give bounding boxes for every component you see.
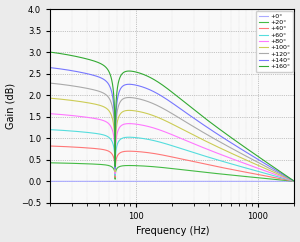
Legend: +0°, +20°, +40°, +60°, +80°, +100°, +120°, +140°, +160°: +0°, +20°, +40°, +60°, +80°, +100°, +120…	[256, 11, 292, 72]
+160°	[292, 180, 296, 183]
+160°	[241, 144, 244, 147]
+20°	[286, 179, 289, 182]
+120°	[161, 107, 164, 110]
+120°	[241, 153, 244, 156]
Line: +40°: +40°	[50, 146, 294, 181]
+40°	[286, 179, 289, 182]
+140°	[286, 176, 289, 179]
+120°	[292, 180, 296, 183]
+100°	[286, 177, 289, 180]
+40°	[285, 179, 289, 182]
+140°	[167, 99, 171, 102]
+20°	[167, 167, 171, 170]
Line: +80°: +80°	[50, 114, 294, 181]
X-axis label: Frequency (Hz): Frequency (Hz)	[136, 227, 209, 236]
+40°	[161, 154, 164, 157]
+140°	[161, 95, 164, 98]
Line: +100°: +100°	[50, 98, 294, 181]
+140°	[49, 66, 52, 69]
Line: +140°: +140°	[50, 68, 294, 181]
+160°	[285, 175, 289, 178]
+140°	[61, 68, 64, 71]
+120°	[285, 176, 289, 179]
+160°	[167, 88, 171, 91]
+100°	[161, 118, 164, 121]
+40°	[292, 180, 296, 183]
+0°	[286, 180, 289, 183]
+20°	[161, 166, 164, 169]
+40°	[61, 145, 64, 148]
+120°	[61, 83, 64, 86]
+0°	[49, 180, 52, 183]
+60°	[167, 143, 171, 146]
+100°	[167, 121, 171, 124]
+120°	[167, 110, 171, 113]
+80°	[292, 180, 296, 183]
+20°	[241, 175, 244, 178]
+80°	[161, 129, 164, 132]
+140°	[292, 180, 296, 183]
+160°	[286, 175, 289, 178]
+40°	[241, 170, 244, 173]
+140°	[241, 149, 244, 151]
Line: +20°: +20°	[50, 163, 294, 181]
+60°	[61, 129, 64, 132]
+0°	[61, 180, 64, 183]
+0°	[161, 180, 164, 183]
+0°	[292, 180, 296, 183]
+100°	[292, 180, 296, 183]
+100°	[49, 97, 52, 100]
+160°	[161, 84, 164, 87]
+100°	[241, 157, 244, 160]
+160°	[61, 53, 64, 55]
Line: +120°: +120°	[50, 83, 294, 181]
+60°	[286, 178, 289, 181]
+60°	[161, 141, 164, 144]
+120°	[286, 176, 289, 179]
+20°	[285, 179, 289, 182]
+140°	[285, 175, 289, 178]
+80°	[241, 161, 244, 164]
+40°	[167, 155, 171, 158]
+40°	[49, 144, 52, 147]
+0°	[241, 180, 244, 183]
+120°	[49, 82, 52, 85]
Y-axis label: Gain (dB): Gain (dB)	[6, 83, 16, 129]
+80°	[49, 112, 52, 115]
Line: +160°: +160°	[50, 52, 294, 181]
+0°	[167, 180, 171, 183]
+20°	[292, 180, 296, 183]
+100°	[61, 98, 64, 101]
+20°	[61, 162, 64, 165]
Line: +60°: +60°	[50, 130, 294, 181]
+60°	[49, 128, 52, 131]
+80°	[167, 132, 171, 135]
+60°	[241, 166, 244, 168]
+60°	[285, 178, 289, 181]
+0°	[285, 180, 289, 183]
+20°	[49, 161, 52, 164]
+80°	[61, 113, 64, 116]
+160°	[49, 51, 52, 53]
+60°	[292, 180, 296, 183]
+100°	[285, 177, 289, 180]
+80°	[285, 177, 289, 180]
+80°	[286, 177, 289, 180]
